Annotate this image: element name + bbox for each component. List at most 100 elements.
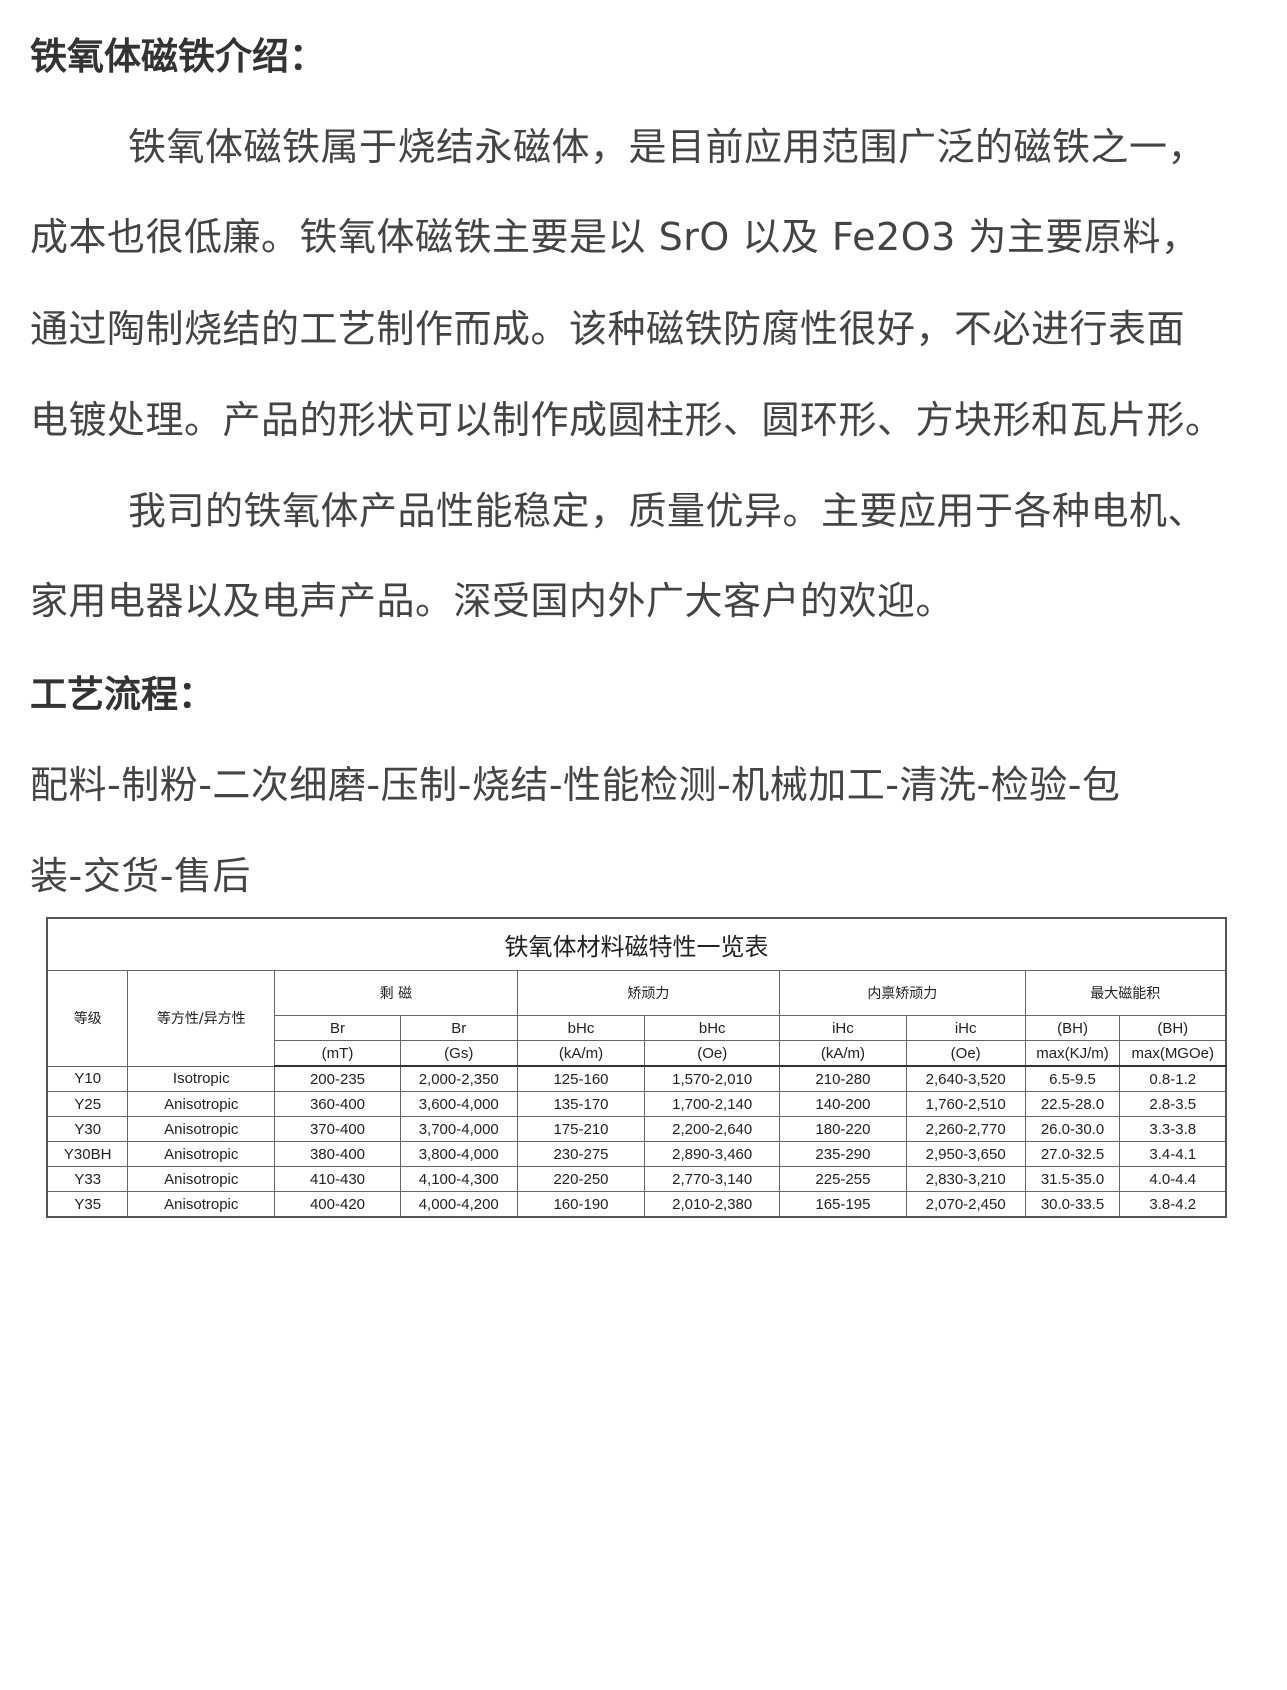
table-cell: 370-400 [274, 1116, 401, 1142]
intro-heading: 铁氧体磁铁介绍： [30, 35, 326, 78]
table-cell: 410-430 [274, 1166, 401, 1192]
intro-line: 铁氧体磁铁属于烧结永磁体，是目前应用范围广泛的磁铁之一， [128, 125, 1207, 169]
header-unit-cell: max(KJ/m) [1024, 1040, 1121, 1067]
header-unit-cell: max(MGOe) [1119, 1040, 1227, 1067]
table-cell: Anisotropic [127, 1191, 276, 1218]
table-cell: 1,700-2,140 [644, 1091, 781, 1117]
header-group: 最大磁能积 [1024, 970, 1227, 1016]
table-cell: 2.8-3.5 [1119, 1091, 1227, 1117]
header-type: 等方性/异方性 [127, 970, 276, 1067]
header-unit-row: (mT) (Gs) (kA/m) (Oe) (kA/m) (Oe) max(KJ/m) max… [47, 1040, 1227, 1067]
header-cell: Br [274, 1015, 401, 1041]
table-cell: 3.8-4.2 [1119, 1191, 1227, 1218]
table-cell: 125-160 [516, 1065, 646, 1092]
header-unit-cell: (Oe) [644, 1040, 781, 1067]
table-row: Y25 Anisotropic 360-400 3,600-4,000 135-170 1… [46, 1091, 1227, 1117]
header-unit-cell: (kA/m) [779, 1040, 907, 1067]
table-cell: 1,760-2,510 [905, 1091, 1026, 1117]
intro-line: 成本也很低廉。铁氧体磁铁主要是以 SrO 以及 Fe2O3 为主要原料， [30, 215, 1200, 259]
table-cell: 210-280 [779, 1065, 907, 1092]
table-cell: Anisotropic [127, 1141, 276, 1167]
table-cell: 26.0-30.0 [1024, 1116, 1121, 1142]
header-cell: (BH) [1024, 1015, 1121, 1041]
header-group: 矫顽力 [516, 970, 781, 1016]
table-cell: 360-400 [274, 1091, 401, 1117]
ferrite-properties-table: 铁氧体材料磁特性一览表 等级 等方性/异方性 剩 磁 矫顽力 内禀矫顽力 最大磁… [46, 917, 1227, 1218]
table-cell: Isotropic [127, 1065, 276, 1092]
table-cell: 2,010-2,380 [644, 1191, 781, 1218]
table-cell: 0.8-1.2 [1119, 1065, 1227, 1092]
header-unit-cell: (kA/m) [516, 1040, 646, 1067]
table-cell: 2,000-2,350 [399, 1065, 518, 1092]
table-cell: 200-235 [274, 1065, 401, 1092]
table-cell: 230-275 [516, 1141, 646, 1167]
intro-line: 电镀处理。产品的形状可以制作成圆柱形、圆环形、方块形和瓦片形。 [30, 398, 1224, 442]
table-cell: 2,830-3,210 [905, 1166, 1026, 1192]
intro-line: 通过陶制烧结的工艺制作而成。该种磁铁防腐性很好，不必进行表面 [30, 307, 1186, 351]
table-cell: 30.0-33.5 [1024, 1191, 1121, 1218]
table-cell: Anisotropic [127, 1091, 276, 1117]
table-cell: 3,800-4,000 [399, 1141, 518, 1167]
header-cell: (BH) [1119, 1015, 1227, 1041]
table-cell: 235-290 [779, 1141, 907, 1167]
table-cell: 175-210 [516, 1116, 646, 1142]
table-cell: 2,260-2,770 [905, 1116, 1026, 1142]
table-cell: 31.5-35.0 [1024, 1166, 1121, 1192]
table-cell: Y10 [46, 1065, 129, 1092]
header-row: Br Br bHc bHc iHc iHc (BH) (BH) [47, 1015, 1227, 1041]
table-row: Y10 Isotropic 200-235 2,000-2,350 125-160 1,5… [46, 1065, 1227, 1092]
table-cell: 165-195 [779, 1191, 907, 1218]
table-cell: 4,100-4,300 [399, 1166, 518, 1192]
table-cell: Y33 [46, 1166, 129, 1192]
process-line: 装-交货-售后 [30, 854, 251, 898]
table-cell: 2,890-3,460 [644, 1141, 781, 1167]
table-row: Y30 Anisotropic 370-400 3,700-4,000 175-210 2… [46, 1116, 1227, 1142]
table-cell: 180-220 [779, 1116, 907, 1142]
table-cell: Y30 [46, 1116, 129, 1142]
table-row: Y30BH Anisotropic 380-400 3,800-4,000 230-27… [46, 1141, 1227, 1167]
header-cell: iHc [905, 1015, 1026, 1041]
table-cell: 4,000-4,200 [399, 1191, 518, 1218]
header-cell: iHc [779, 1015, 907, 1041]
table-cell: Anisotropic [127, 1166, 276, 1192]
table-cell: 2,200-2,640 [644, 1116, 781, 1142]
table-cell: 2,070-2,450 [905, 1191, 1026, 1218]
intro-line: 家用电器以及电声产品。深受国内外广大客户的欢迎。 [30, 579, 955, 623]
table-cell: 1,570-2,010 [644, 1065, 781, 1092]
table-cell: 22.5-28.0 [1024, 1091, 1121, 1117]
table-row: Y33 Anisotropic 410-430 4,100-4,300 220-250 2… [46, 1166, 1227, 1192]
table-cell: 160-190 [516, 1191, 646, 1218]
table-cell: Y25 [46, 1091, 129, 1117]
table-row: Y35 Anisotropic 400-420 4,000-4,200 160-190 2… [46, 1191, 1227, 1218]
table-cell: Y30BH [46, 1141, 129, 1167]
table-title: 铁氧体材料磁特性一览表 [46, 917, 1227, 971]
table-cell: 140-200 [779, 1091, 907, 1117]
header-unit-cell: (Gs) [399, 1040, 518, 1067]
process-heading: 工艺流程： [30, 673, 215, 716]
table-cell: 220-250 [516, 1166, 646, 1192]
table-cell: 6.5-9.5 [1024, 1065, 1121, 1092]
table-cell: 2,640-3,520 [905, 1065, 1026, 1092]
table-cell: 400-420 [274, 1191, 401, 1218]
table-cell: 2,950-3,650 [905, 1141, 1026, 1167]
header-grade: 等级 [46, 970, 129, 1067]
table-cell: 135-170 [516, 1091, 646, 1117]
table-cell: 3,700-4,000 [399, 1116, 518, 1142]
header-group: 内禀矫顽力 [779, 970, 1026, 1016]
table-cell: 2,770-3,140 [644, 1166, 781, 1192]
table-cell: 27.0-32.5 [1024, 1141, 1121, 1167]
header-unit-cell: (mT) [274, 1040, 401, 1067]
table-cell: 4.0-4.4 [1119, 1166, 1227, 1192]
table-cell: 3.3-3.8 [1119, 1116, 1227, 1142]
process-line: 配料-制粉-二次细磨-压制-烧结-性能检测-机械加工-清洗-检验-包 [30, 763, 1121, 807]
header-cell: bHc [644, 1015, 781, 1041]
intro-line: 我司的铁氧体产品性能稳定，质量优异。主要应用于各种电机、 [128, 489, 1207, 533]
header-group: 剩 磁 [274, 970, 518, 1016]
table-cell: 3,600-4,000 [399, 1091, 518, 1117]
table-cell: 225-255 [779, 1166, 907, 1192]
table-cell: Y35 [46, 1191, 129, 1218]
header-cell: Br [399, 1015, 518, 1041]
table-cell: Anisotropic [127, 1116, 276, 1142]
table-cell: 380-400 [274, 1141, 401, 1167]
header-cell: bHc [516, 1015, 646, 1041]
